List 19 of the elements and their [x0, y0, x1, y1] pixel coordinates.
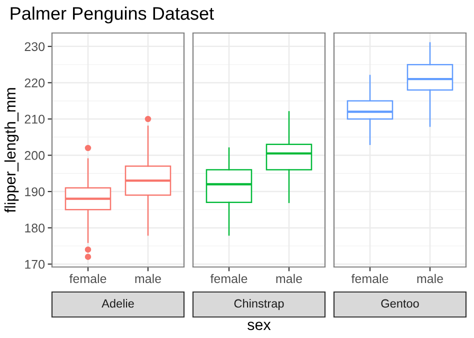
- x-tick-label: male: [135, 274, 161, 284]
- text: Gentoo: [381, 299, 419, 308]
- y-axis-title: flipper_length_mm: [4, 88, 19, 213]
- chart-title: Palmer Penguins Dataset: [10, 6, 214, 24]
- y-tick-label: 220: [24, 78, 45, 88]
- y-tick-label: 190: [25, 187, 45, 196]
- y-tick-label: 230: [24, 42, 45, 52]
- y-tick-label: 170: [25, 260, 45, 269]
- y-tick-label: 200: [24, 151, 45, 160]
- y-tick-label: 180: [25, 224, 45, 232]
- x-axis-title: sex: [248, 322, 271, 330]
- x-tick-label: female: [351, 274, 388, 284]
- text: Chinstrap: [234, 298, 284, 310]
- x-tick-label: male: [276, 274, 302, 284]
- x-tick-label: female: [210, 274, 248, 284]
- text: Adelie: [102, 298, 134, 308]
- x-tick-label: female: [69, 274, 106, 284]
- x-tick-label: male: [417, 274, 443, 284]
- y-tick-label: 210: [24, 114, 45, 124]
